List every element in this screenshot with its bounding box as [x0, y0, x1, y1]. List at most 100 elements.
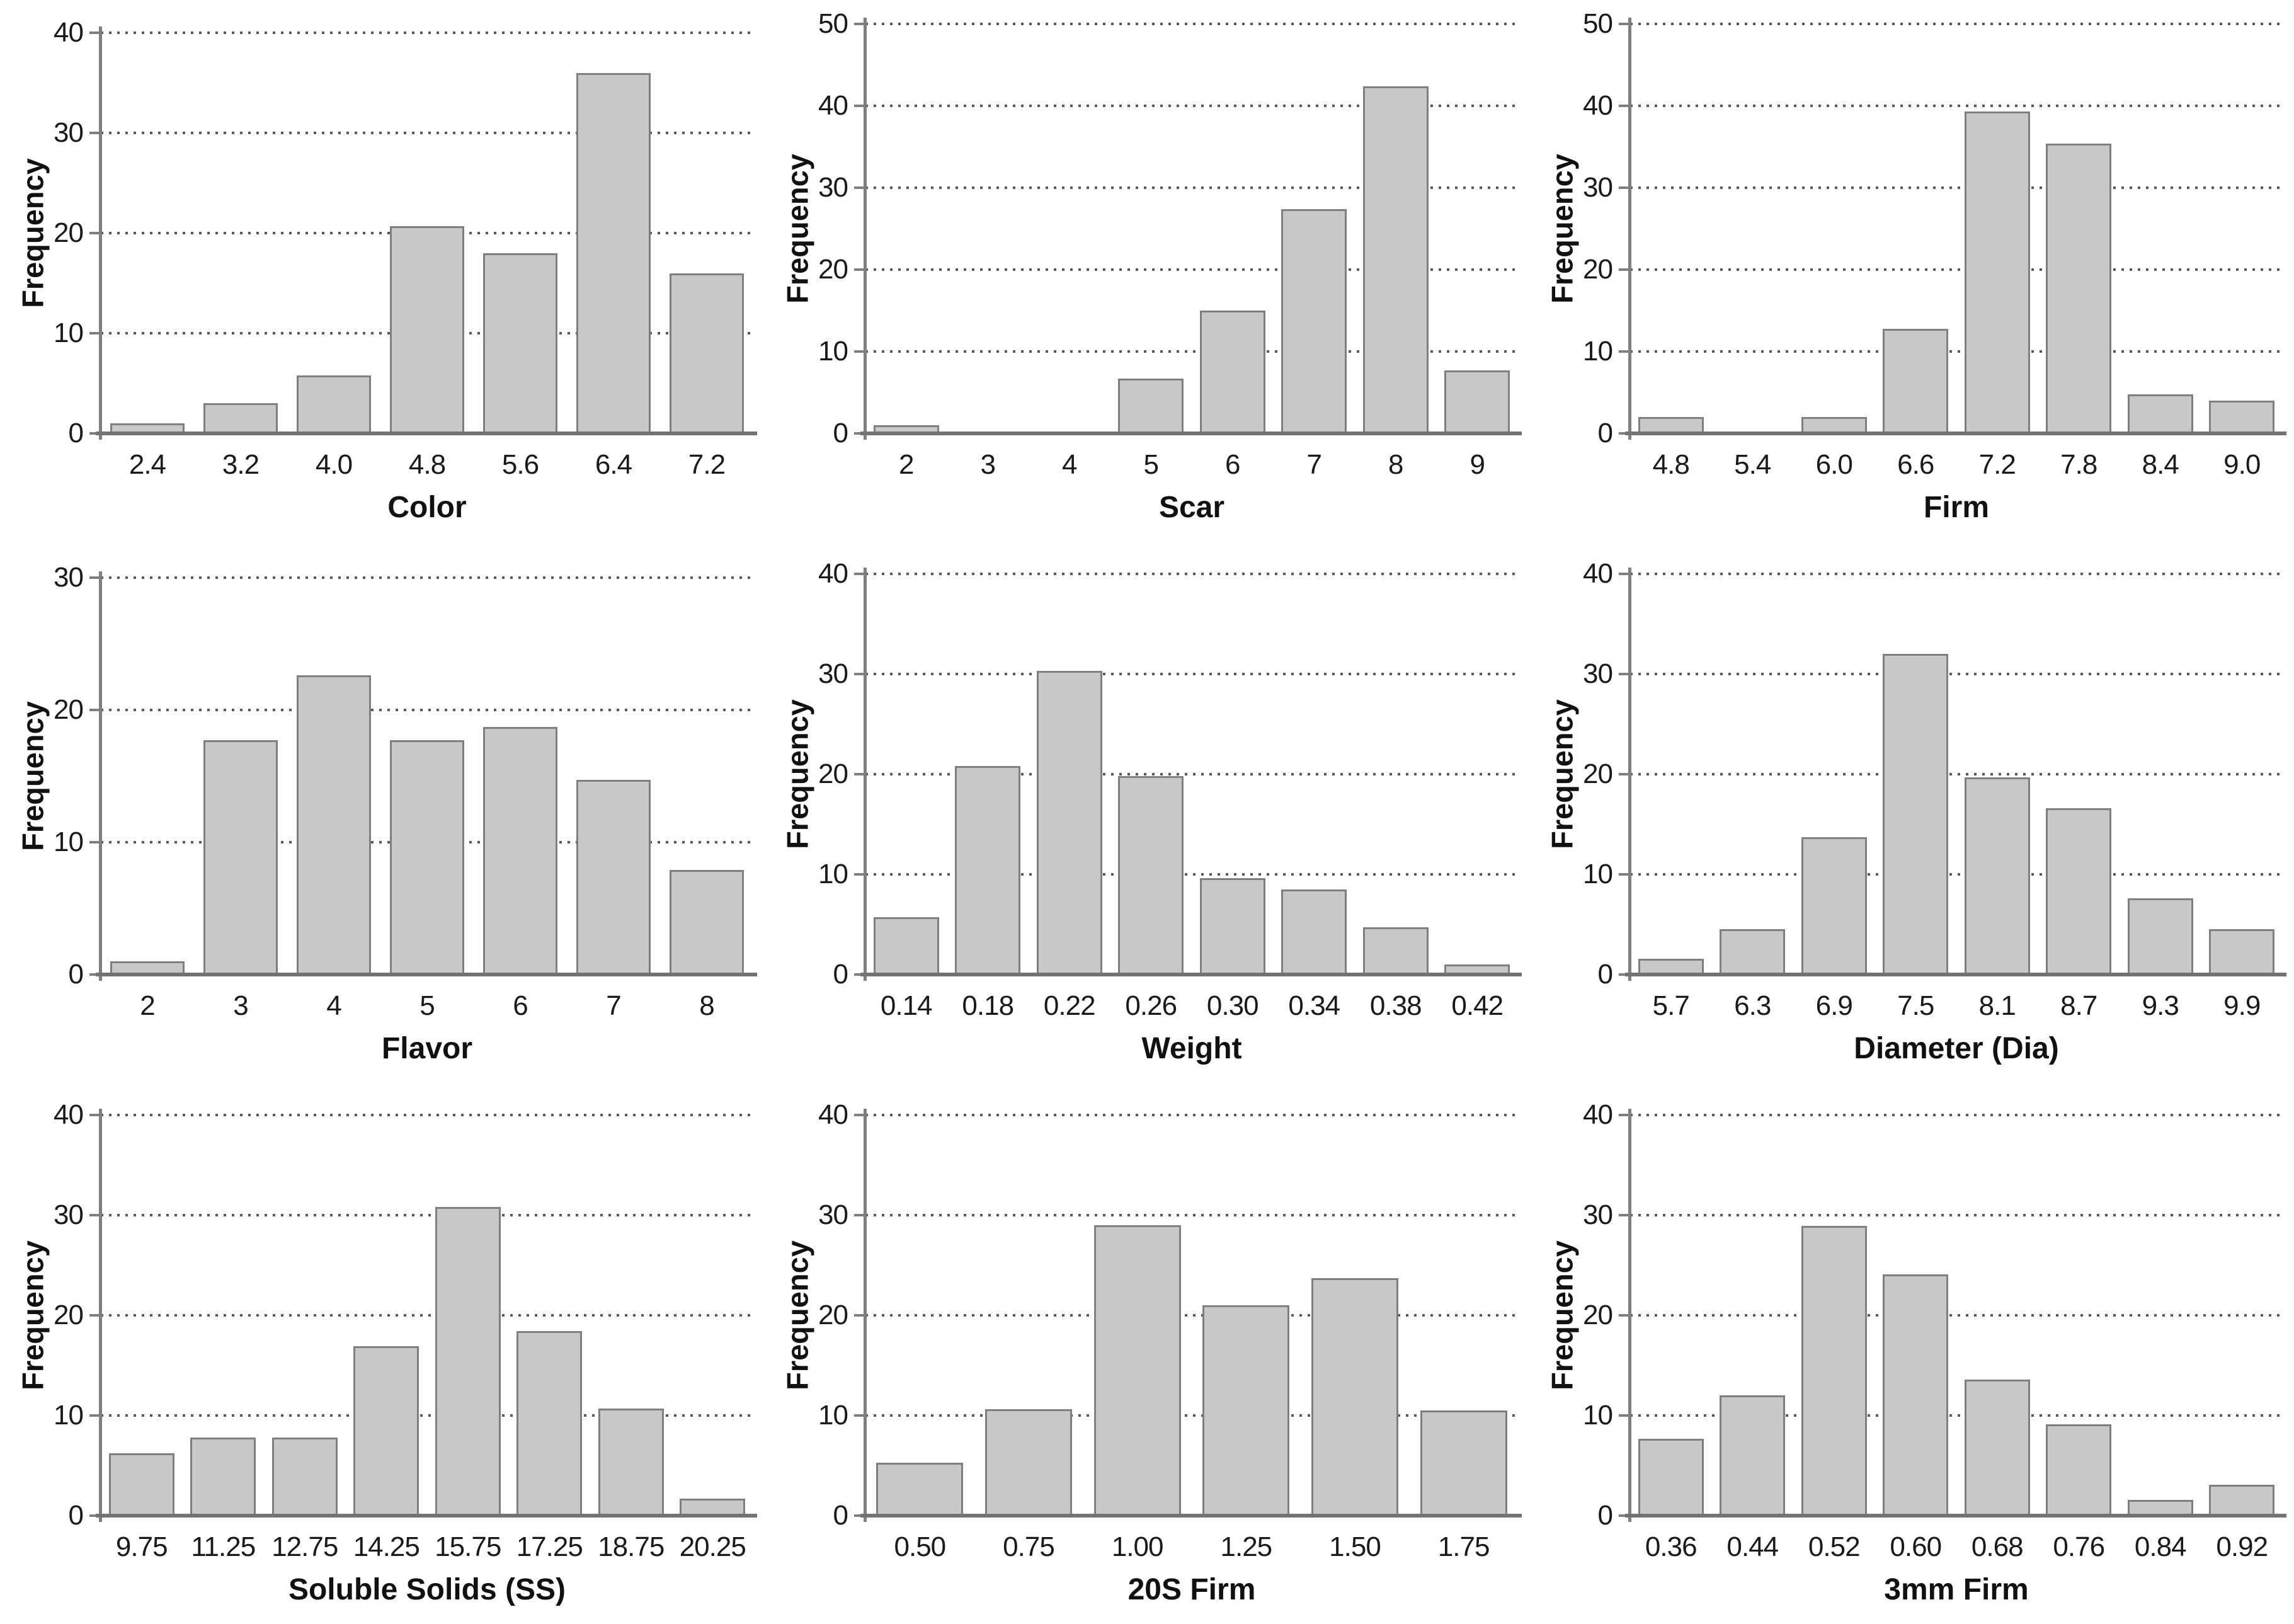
y-tick-mark [854, 773, 865, 775]
y-tick-mark [1619, 268, 1630, 271]
x-tick-label: 0.92 [2216, 1531, 2268, 1562]
gridline-y30 [1630, 186, 2283, 189]
y-axis-title: Frequency [16, 701, 50, 851]
y-tick-label: 10 [54, 317, 84, 348]
x-axis-line [860, 432, 1522, 435]
gridline-y30 [1630, 1214, 2283, 1216]
y-tick-mark [89, 841, 101, 843]
histogram-bar [1801, 1226, 1867, 1516]
y-axis-title: Frequency [16, 1240, 50, 1390]
y-axis-title: Frequency [780, 1240, 814, 1390]
y-tick-mark [1619, 105, 1630, 107]
y-tick-label: 20 [1583, 254, 1613, 285]
histogram-bar [1118, 378, 1184, 433]
gridline-y30 [865, 673, 1518, 675]
x-tick-label: 5.6 [501, 449, 539, 480]
histogram-bar [353, 1346, 419, 1516]
gridline-y20 [101, 1314, 753, 1317]
histogram-bar [271, 1437, 338, 1516]
x-tick-label: 2.4 [128, 449, 166, 480]
histogram-bar [389, 740, 465, 975]
histogram-bar [108, 1453, 174, 1516]
y-axis-line [864, 568, 867, 981]
x-axis-line [96, 432, 757, 435]
histogram-bar [110, 423, 185, 433]
x-tick-label: 3.2 [222, 449, 260, 480]
histogram-bar [1883, 654, 1949, 975]
y-tick-label: 40 [818, 558, 848, 589]
y-tick-mark [1619, 350, 1630, 353]
y-tick-mark [1619, 1414, 1630, 1417]
y-tick-mark [1619, 432, 1630, 435]
y-tick-mark [89, 973, 101, 976]
histogram-bar [110, 961, 185, 975]
histogram-bar [435, 1207, 501, 1516]
gridline-y40 [1630, 1114, 2283, 1116]
y-tick-mark [89, 132, 101, 134]
x-tick-label: 0.18 [962, 990, 1014, 1021]
histogram-bar [2127, 1499, 2193, 1516]
x-tick-label: 0.50 [894, 1531, 947, 1562]
y-axis-title: Frequency [1545, 699, 1579, 849]
y-axis-title: Frequency [16, 158, 50, 308]
x-axis-title: 20S Firm [1127, 1573, 1256, 1606]
x-tick-label: 0.52 [1808, 1531, 1861, 1562]
chart-panel-20s-firm: 0 10 20 30 40 0.50 0.75 1.00 1.25 1.50 1.75 20S Fir… [765, 1082, 1529, 1623]
chart-panel-flavor: 0 10 20 30 2 3 4 5 6 7 8 Flavor Frequency [0, 541, 765, 1082]
chart-panel-diameter-dia: 0 10 20 30 40 5.7 6.3 6.9 7.5 8.1 8.7 9.3 9.9 Diamete… [1529, 541, 2294, 1082]
x-tick-label: 4 [326, 990, 341, 1021]
x-axis-line [1625, 432, 2286, 435]
x-tick-label: 9 [1469, 449, 1485, 480]
y-tick-mark [1619, 1314, 1630, 1317]
gridline-y20 [1630, 1314, 2283, 1317]
histogram-bar [1720, 1395, 1786, 1516]
x-axis-title: 3mm Firm [1884, 1573, 2029, 1606]
gridline-y40 [101, 31, 753, 34]
x-tick-label: 8.1 [1978, 990, 2016, 1021]
x-tick-label: 6.9 [1815, 990, 1853, 1021]
y-tick-mark [1619, 1114, 1630, 1116]
histogram-bar [955, 766, 1021, 975]
histogram-bar [2046, 808, 2112, 975]
x-tick-label: 15.75 [435, 1531, 501, 1562]
x-tick-label: 0.14 [880, 990, 933, 1021]
y-axis-line [1628, 568, 1631, 981]
histogram-bar [1281, 209, 1347, 433]
y-tick-mark [1619, 773, 1630, 775]
y-tick-label: 40 [1583, 1099, 1613, 1130]
x-tick-label: 9.9 [2223, 990, 2261, 1021]
chart-panel-color: 0 10 20 30 40 2.4 3.2 4.0 4.8 5.6 6.4 7.2 Color Frequ… [0, 0, 765, 541]
y-tick-label: 0 [68, 418, 84, 449]
histogram-bar [2209, 401, 2275, 433]
y-tick-label: 10 [818, 859, 848, 889]
chart-panel-scar: 0 10 20 30 40 50 2 3 4 5 6 7 8 9 Scar Frequency [765, 0, 1529, 541]
gridline-y10 [865, 873, 1518, 876]
histogram-bar [1964, 1379, 2030, 1516]
y-axis-line [1628, 18, 1631, 440]
x-tick-label: 17.25 [516, 1531, 583, 1562]
gridline-y30 [101, 132, 753, 134]
x-tick-label: 8.4 [2142, 449, 2179, 480]
x-tick-label: 1.75 [1437, 1531, 1490, 1562]
gridline-y50 [865, 23, 1518, 25]
histogram-bar [296, 375, 372, 433]
x-tick-label: 8 [1388, 449, 1403, 480]
histogram-bar [1444, 370, 1510, 433]
y-tick-mark [854, 1114, 865, 1116]
y-tick-label: 30 [54, 562, 84, 593]
chart-panel-soluble-solids-ss: 0 10 20 30 40 9.75 11.25 12.75 14.25 15.75 17.25 18… [0, 1082, 765, 1623]
y-tick-label: 20 [1583, 1300, 1613, 1330]
gridline-y20 [865, 773, 1518, 775]
gridline-y30 [1630, 673, 2283, 675]
histogram-bar [2127, 394, 2193, 433]
y-axis-title: Frequency [1545, 154, 1579, 304]
x-axis-title: Weight [1141, 1032, 1242, 1065]
y-tick-mark [1619, 873, 1630, 876]
x-axis-title: Diameter (Dia) [1854, 1032, 2059, 1065]
gridline-y40 [1630, 573, 2283, 575]
x-tick-label: 7.2 [688, 449, 726, 480]
y-tick-mark [89, 432, 101, 435]
chart-panel-weight: 0 10 20 30 40 0.14 0.18 0.22 0.26 0.30 0.34 0.38 0.4… [765, 541, 1529, 1082]
x-tick-label: 9.0 [2223, 449, 2261, 480]
x-tick-label: 4.0 [315, 449, 353, 480]
